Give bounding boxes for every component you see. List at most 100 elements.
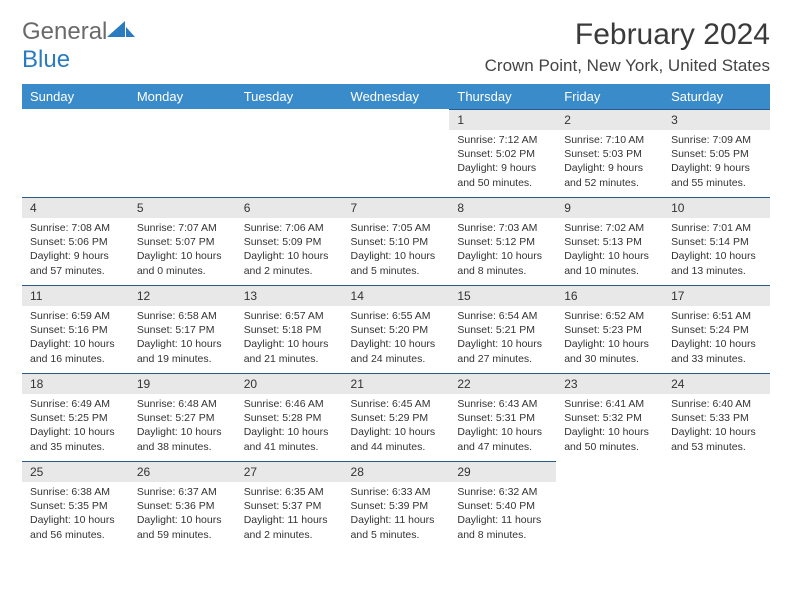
calendar-day-cell: 14Sunrise: 6:55 AMSunset: 5:20 PMDayligh…	[343, 285, 450, 373]
daylight-text: Daylight: 10 hours and 21 minutes.	[244, 337, 335, 365]
weekday-header: Monday	[129, 84, 236, 109]
calendar-day-cell: 18 Sunrise: 6:49 AMSunset: 5:25 PMDayligh…	[22, 373, 129, 461]
sunset-text: Sunset: 5:35 PM	[30, 499, 121, 513]
day-content: Sunrise: 7:02 AMSunset: 5:13 PMDaylight:…	[556, 218, 663, 284]
day-content: Sunrise: 6:40 AMSunset: 5:33 PMDaylight:…	[663, 394, 770, 460]
calendar-day-cell: 25Sunrise: 6:38 AMSunset: 5:35 PMDayligh…	[22, 461, 129, 549]
day-content: Sunrise: 7:10 AMSunset: 5:03 PMDaylight:…	[556, 130, 663, 196]
sunrise-text: Sunrise: 7:01 AM	[671, 221, 762, 235]
day-number: 25	[22, 461, 129, 482]
logo-triangle-icon	[107, 19, 135, 39]
day-number: 29	[449, 461, 556, 482]
day-number: 12	[129, 285, 236, 306]
daylight-text: Daylight: 10 hours and 47 minutes.	[457, 425, 548, 453]
calendar-empty-cell	[343, 109, 450, 197]
sunrise-text: Sunrise: 7:09 AM	[671, 133, 762, 147]
sunset-text: Sunset: 5:20 PM	[351, 323, 442, 337]
sunrise-text: Sunrise: 6:59 AM	[30, 309, 121, 323]
sunset-text: Sunset: 5:24 PM	[671, 323, 762, 337]
day-content: Sunrise: 6:41 AMSunset: 5:32 PMDaylight:…	[556, 394, 663, 460]
day-number: 15	[449, 285, 556, 306]
day-content: Sunrise: 7:06 AMSunset: 5:09 PMDaylight:…	[236, 218, 343, 284]
day-number: 20	[236, 373, 343, 394]
calendar-day-cell: 19Sunrise: 6:48 AMSunset: 5:27 PMDayligh…	[129, 373, 236, 461]
calendar-day-cell: 7Sunrise: 7:05 AMSunset: 5:10 PMDaylight…	[343, 197, 450, 285]
sunset-text: Sunset: 5:31 PM	[457, 411, 548, 425]
calendar-day-cell: 26Sunrise: 6:37 AMSunset: 5:36 PMDayligh…	[129, 461, 236, 549]
sunset-text: Sunset: 5:23 PM	[564, 323, 655, 337]
day-content: Sunrise: 7:08 AMSunset: 5:06 PMDaylight:…	[22, 218, 129, 284]
sunrise-text: Sunrise: 7:07 AM	[137, 221, 228, 235]
calendar-day-cell: 27Sunrise: 6:35 AMSunset: 5:37 PMDayligh…	[236, 461, 343, 549]
daylight-text: Daylight: 10 hours and 38 minutes.	[137, 425, 228, 453]
daylight-text: Daylight: 10 hours and 0 minutes.	[137, 249, 228, 277]
daylight-text: Daylight: 10 hours and 53 minutes.	[671, 425, 762, 453]
calendar-header-row: SundayMondayTuesdayWednesdayThursdayFrid…	[22, 84, 770, 109]
page-header: GeneralBlue February 2024 Crown Point, N…	[22, 18, 770, 76]
sunrise-text: Sunrise: 6:45 AM	[351, 397, 442, 411]
sunset-text: Sunset: 5:29 PM	[351, 411, 442, 425]
daylight-text: Daylight: 10 hours and 35 minutes.	[30, 425, 121, 453]
sunset-text: Sunset: 5:13 PM	[564, 235, 655, 249]
daylight-text: Daylight: 10 hours and 8 minutes.	[457, 249, 548, 277]
day-content: Sunrise: 6:58 AMSunset: 5:17 PMDaylight:…	[129, 306, 236, 372]
day-content: Sunrise: 6:32 AMSunset: 5:40 PMDaylight:…	[449, 482, 556, 548]
day-number: 24	[663, 373, 770, 394]
sunrise-text: Sunrise: 7:03 AM	[457, 221, 548, 235]
day-number: 18	[22, 373, 129, 394]
calendar-day-cell: 5Sunrise: 7:07 AMSunset: 5:07 PMDaylight…	[129, 197, 236, 285]
sunrise-text: Sunrise: 6:52 AM	[564, 309, 655, 323]
daylight-text: Daylight: 11 hours and 2 minutes.	[244, 513, 335, 541]
day-number: 13	[236, 285, 343, 306]
calendar-empty-cell	[129, 109, 236, 197]
day-content: Sunrise: 7:03 AMSunset: 5:12 PMDaylight:…	[449, 218, 556, 284]
day-number: 17	[663, 285, 770, 306]
calendar-day-cell: 1Sunrise: 7:12 AMSunset: 5:02 PMDaylight…	[449, 109, 556, 197]
sunset-text: Sunset: 5:07 PM	[137, 235, 228, 249]
daylight-text: Daylight: 9 hours and 57 minutes.	[30, 249, 121, 277]
day-content: Sunrise: 6:35 AMSunset: 5:37 PMDaylight:…	[236, 482, 343, 548]
day-content: Sunrise: 6:46 AMSunset: 5:28 PMDaylight:…	[236, 394, 343, 460]
sunset-text: Sunset: 5:27 PM	[137, 411, 228, 425]
sunrise-text: Sunrise: 6:58 AM	[137, 309, 228, 323]
calendar-day-cell: 10Sunrise: 7:01 AMSunset: 5:14 PMDayligh…	[663, 197, 770, 285]
sunset-text: Sunset: 5:12 PM	[457, 235, 548, 249]
sunrise-text: Sunrise: 7:12 AM	[457, 133, 548, 147]
sunset-text: Sunset: 5:14 PM	[671, 235, 762, 249]
daylight-text: Daylight: 11 hours and 5 minutes.	[351, 513, 442, 541]
sunrise-text: Sunrise: 6:49 AM	[30, 397, 121, 411]
title-block: February 2024 Crown Point, New York, Uni…	[485, 18, 770, 76]
day-content: Sunrise: 6:54 AMSunset: 5:21 PMDaylight:…	[449, 306, 556, 372]
sunrise-text: Sunrise: 6:55 AM	[351, 309, 442, 323]
day-number: 4	[22, 197, 129, 218]
calendar-day-cell: 28Sunrise: 6:33 AMSunset: 5:39 PMDayligh…	[343, 461, 450, 549]
calendar-day-cell: 16Sunrise: 6:52 AMSunset: 5:23 PMDayligh…	[556, 285, 663, 373]
sunrise-text: Sunrise: 6:38 AM	[30, 485, 121, 499]
sunset-text: Sunset: 5:16 PM	[30, 323, 121, 337]
sunrise-text: Sunrise: 6:51 AM	[671, 309, 762, 323]
day-number: 3	[663, 109, 770, 130]
weekday-header: Sunday	[22, 84, 129, 109]
sunrise-text: Sunrise: 7:05 AM	[351, 221, 442, 235]
sunrise-text: Sunrise: 6:33 AM	[351, 485, 442, 499]
calendar-day-cell: 4Sunrise: 7:08 AMSunset: 5:06 PMDaylight…	[22, 197, 129, 285]
day-number: 11	[22, 285, 129, 306]
daylight-text: Daylight: 10 hours and 13 minutes.	[671, 249, 762, 277]
calendar-day-cell: 3Sunrise: 7:09 AMSunset: 5:05 PMDaylight…	[663, 109, 770, 197]
calendar-day-cell: 17Sunrise: 6:51 AMSunset: 5:24 PMDayligh…	[663, 285, 770, 373]
daylight-text: Daylight: 10 hours and 30 minutes.	[564, 337, 655, 365]
sunset-text: Sunset: 5:25 PM	[30, 411, 121, 425]
day-number: 9	[556, 197, 663, 218]
sunrise-text: Sunrise: 6:43 AM	[457, 397, 548, 411]
sunset-text: Sunset: 5:02 PM	[457, 147, 548, 161]
weekday-header: Thursday	[449, 84, 556, 109]
daylight-text: Daylight: 9 hours and 55 minutes.	[671, 161, 762, 189]
weekday-header: Tuesday	[236, 84, 343, 109]
daylight-text: Daylight: 10 hours and 2 minutes.	[244, 249, 335, 277]
sunset-text: Sunset: 5:21 PM	[457, 323, 548, 337]
sunrise-text: Sunrise: 6:35 AM	[244, 485, 335, 499]
day-content: Sunrise: 6:57 AMSunset: 5:18 PMDaylight:…	[236, 306, 343, 372]
calendar-day-cell: 8Sunrise: 7:03 AMSunset: 5:12 PMDaylight…	[449, 197, 556, 285]
sunrise-text: Sunrise: 6:32 AM	[457, 485, 548, 499]
day-number: 14	[343, 285, 450, 306]
